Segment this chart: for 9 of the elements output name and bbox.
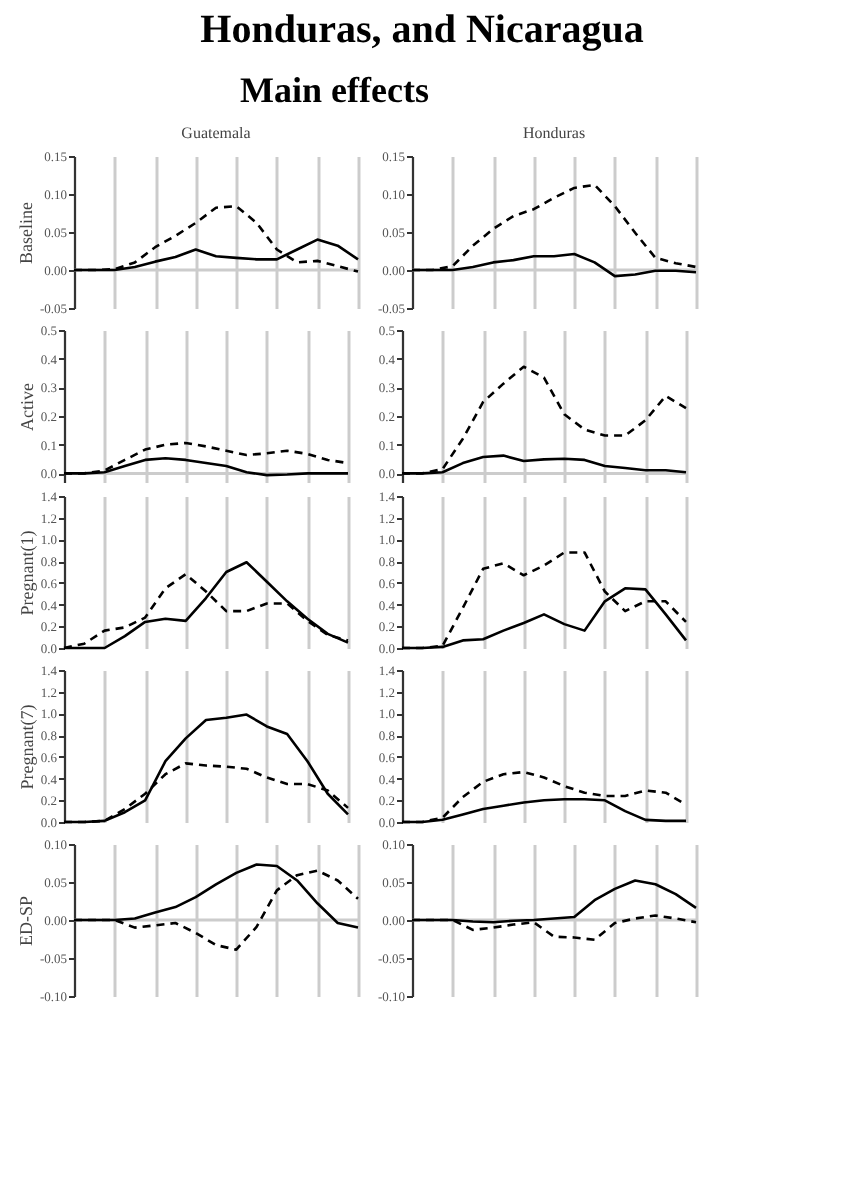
y-axis-title: Pregnant(1) — [16, 530, 37, 616]
y-axis-title: Pregnant(7) — [16, 704, 37, 790]
y-axis-title: Baseline — [15, 202, 36, 264]
text: Main effects — [238, 70, 431, 112]
chart-title: Honduras — [522, 124, 586, 142]
y-axis-title: ED-SP — [15, 895, 36, 947]
text: Honduras, and Nicaragua — [198, 8, 646, 54]
y-axis-title: Active — [16, 383, 37, 431]
chart-title: Guatemala — [181, 124, 252, 142]
